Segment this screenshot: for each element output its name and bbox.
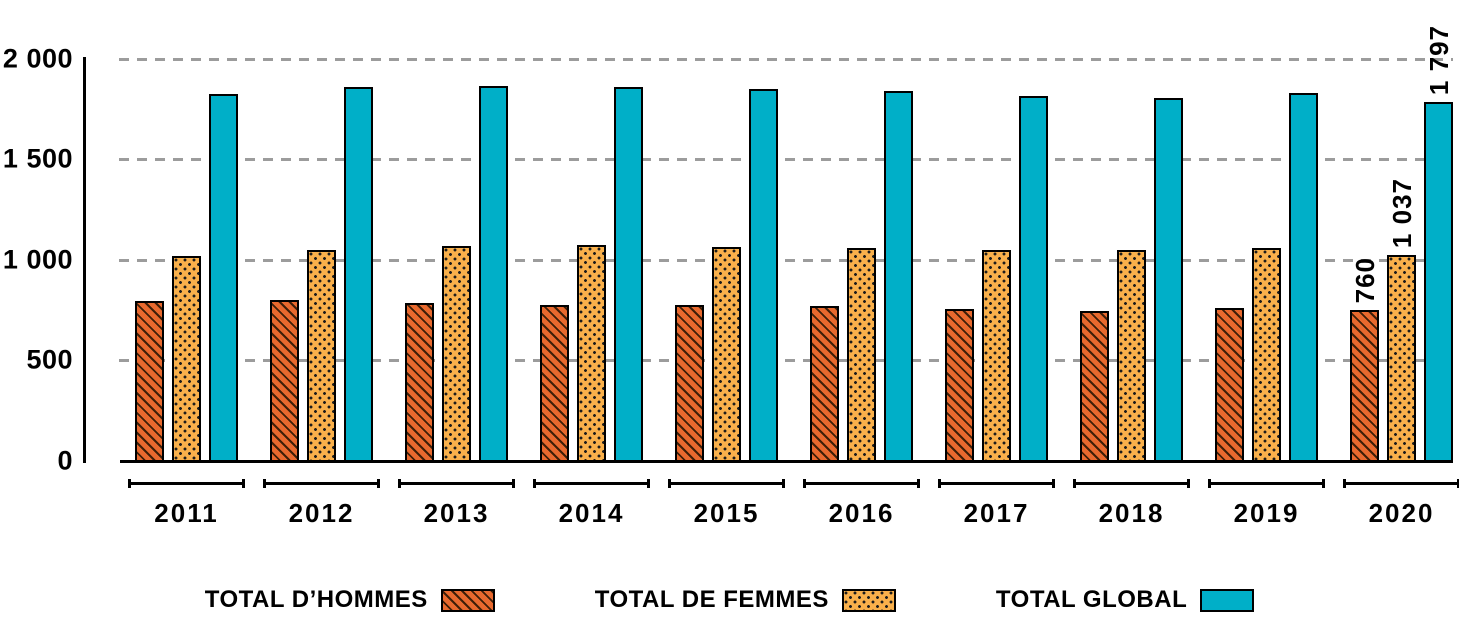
x-tick-label-2013: 2013 — [423, 498, 490, 528]
x-group-2012: 2012 — [263, 479, 380, 528]
bar-global-2014 — [614, 87, 643, 463]
bar-group-2018 — [1080, 98, 1183, 463]
y-tick-label-1000: 1 000 — [2, 244, 73, 275]
y-tick-label-2000: 2 000 — [2, 43, 73, 74]
bar-group-2014 — [540, 87, 643, 463]
x-tick-label-2011: 2011 — [154, 498, 219, 528]
bar-femmes-2013 — [442, 246, 471, 463]
bar-value-label-global: 1 797 — [1423, 24, 1454, 95]
x-bracket-2013 — [398, 479, 515, 488]
bar-hommes-2015 — [675, 305, 704, 463]
x-group-2019: 2019 — [1208, 479, 1325, 528]
x-group-2020: 2020 — [1343, 479, 1459, 528]
x-group-2011: 2011 — [128, 479, 245, 528]
gridline-1500 — [119, 158, 1453, 161]
bar-group-2015 — [675, 89, 778, 463]
x-tick-label-2016: 2016 — [828, 498, 895, 528]
bar-group-2019 — [1215, 93, 1318, 463]
x-bracket-2012 — [263, 479, 380, 488]
bar-group-2011 — [135, 94, 238, 463]
gridline-500 — [119, 359, 1453, 362]
x-tick-label-2020: 2020 — [1368, 498, 1435, 528]
bar-hommes-2011 — [135, 301, 164, 463]
bars-container: 760 1 037 1 797 — [135, 25, 1454, 463]
x-group-2013: 2013 — [398, 479, 515, 528]
legend-label-femmes: TOTAL DE FEMMES — [594, 586, 829, 613]
x-bracket-2018 — [1073, 479, 1190, 488]
bar-group-2017 — [945, 96, 1048, 463]
x-tick-label-2015: 2015 — [693, 498, 760, 528]
x-tick-label-2017: 2017 — [963, 498, 1030, 528]
plot-area: 0 500 1 000 1 500 2 000 760 1 037 1 797 — [0, 25, 1459, 474]
bar-global-2018 — [1154, 98, 1183, 463]
bar-hommes-2019 — [1215, 308, 1244, 463]
legend-item-hommes: TOTAL D’HOMMES — [205, 586, 495, 614]
bar-value-label-hommes: 760 — [1349, 256, 1380, 303]
x-group-2017: 2017 — [938, 479, 1055, 528]
gridline-1000 — [119, 259, 1453, 262]
x-bracket-2020 — [1343, 479, 1459, 488]
x-tick-label-2018: 2018 — [1098, 498, 1165, 528]
bar-hommes-2012 — [270, 300, 299, 463]
x-bracket-2019 — [1208, 479, 1325, 488]
bar-group-2012 — [270, 87, 373, 463]
bar-femmes-2012 — [307, 250, 336, 463]
y-tick-label-500: 500 — [26, 344, 73, 375]
legend-item-global: TOTAL GLOBAL — [995, 586, 1255, 614]
bar-group-2013 — [405, 86, 508, 463]
bar-femmes-2019 — [1252, 248, 1281, 463]
bar-global-2020: 1 797 — [1424, 25, 1454, 463]
bar-global-2011 — [209, 94, 238, 463]
y-tick-label-0: 0 — [57, 445, 73, 476]
bar-hommes-2014 — [540, 305, 569, 463]
x-axis-line — [120, 460, 1453, 463]
bar-group-2016 — [810, 91, 913, 463]
legend-item-femmes: TOTAL DE FEMMES — [595, 586, 896, 614]
x-group-2018: 2018 — [1073, 479, 1190, 528]
legend-swatch-solid-icon — [1200, 588, 1255, 612]
x-axis: 2011 2012 2013 2014 2015 2016 2017 2018 2019 2020 — [128, 479, 1459, 528]
legend-swatch-dots-icon — [841, 588, 896, 612]
bar-value-label-femmes: 1 037 — [1386, 177, 1417, 248]
bar-global-2019 — [1289, 93, 1318, 463]
y-axis-line — [83, 57, 86, 463]
gridline-2000 — [119, 58, 1453, 61]
bar-global-2015 — [749, 89, 778, 463]
bar-femmes-2018 — [1117, 250, 1146, 463]
bar-hommes-2013 — [405, 303, 434, 463]
bar-femmes-2011 — [172, 256, 201, 463]
legend-label-global: TOTAL GLOBAL — [995, 586, 1188, 613]
bar-femmes-2014 — [577, 245, 606, 463]
y-tick-label-1500: 1 500 — [2, 143, 73, 174]
legend-label-hommes: TOTAL D’HOMMES — [204, 586, 428, 613]
x-bracket-2017 — [938, 479, 1055, 488]
legend-swatch-hatch-icon — [440, 588, 495, 612]
x-tick-label-2019: 2019 — [1233, 498, 1300, 528]
bar-femmes-2016 — [847, 248, 876, 463]
x-group-2016: 2016 — [803, 479, 920, 528]
x-tick-label-2012: 2012 — [288, 498, 355, 528]
x-bracket-2016 — [803, 479, 920, 488]
x-group-2014: 2014 — [533, 479, 650, 528]
bar-global-2013 — [479, 86, 508, 463]
bar-global-2016 — [884, 91, 913, 463]
bar-global-2012 — [344, 87, 373, 463]
bar-hommes-2020: 760 — [1350, 257, 1380, 463]
bar-femmes-2015 — [712, 247, 741, 463]
bar-hommes-2016 — [810, 306, 839, 463]
legend: TOTAL D’HOMMES TOTAL DE FEMMES TOTAL GLO… — [0, 586, 1459, 614]
bar-hommes-2018 — [1080, 311, 1109, 463]
x-bracket-2011 — [128, 479, 245, 488]
bar-femmes-2017 — [982, 250, 1011, 463]
bar-hommes-2017 — [945, 309, 974, 463]
x-group-2015: 2015 — [668, 479, 785, 528]
bar-group-2020: 760 1 037 1 797 — [1350, 25, 1454, 463]
bar-femmes-2020: 1 037 — [1387, 178, 1417, 463]
bar-global-2017 — [1019, 96, 1048, 463]
x-bracket-2014 — [533, 479, 650, 488]
x-tick-label-2014: 2014 — [558, 498, 625, 528]
x-bracket-2015 — [668, 479, 785, 488]
